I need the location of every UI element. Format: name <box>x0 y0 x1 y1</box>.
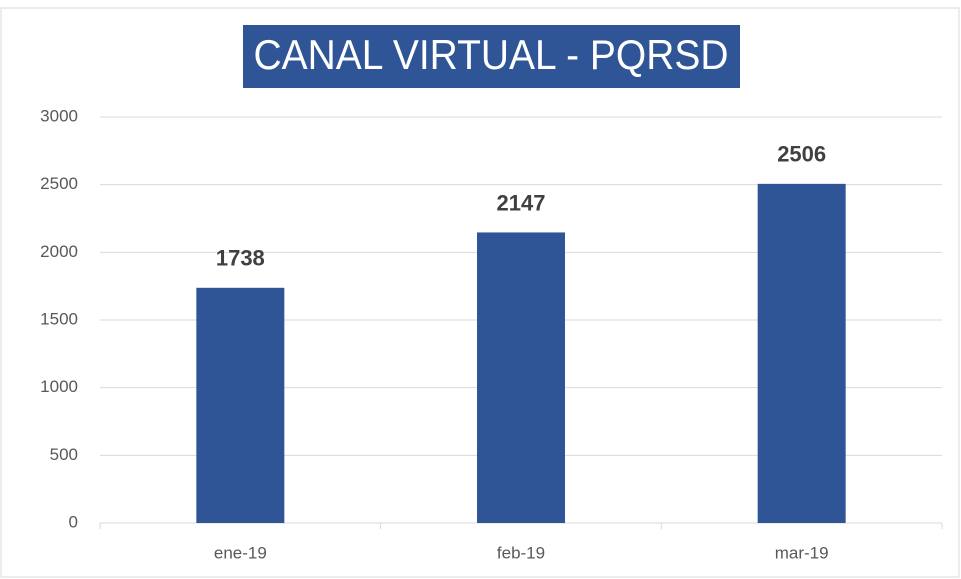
x-tick-label: mar-19 <box>775 543 829 562</box>
y-tick-label: 0 <box>69 512 78 531</box>
data-label: 1738 <box>216 246 265 271</box>
x-tick-label: feb-19 <box>497 543 545 562</box>
title-box <box>243 25 740 88</box>
bar <box>477 232 565 523</box>
x-tick-label: ene-19 <box>214 543 267 562</box>
y-tick-label: 2500 <box>40 174 78 193</box>
bar <box>757 183 846 523</box>
data-label: 2147 <box>497 190 546 215</box>
y-tick-label: 2000 <box>40 242 78 261</box>
bar <box>196 287 285 523</box>
chart-title: CANAL VIRTUAL - PQRSD <box>254 31 729 78</box>
y-tick-label: 1500 <box>40 309 78 328</box>
y-tick-label: 1000 <box>40 377 78 396</box>
y-tick-label: 3000 <box>40 106 78 125</box>
data-label: 2506 <box>777 142 826 167</box>
y-tick-label: 500 <box>50 445 78 464</box>
